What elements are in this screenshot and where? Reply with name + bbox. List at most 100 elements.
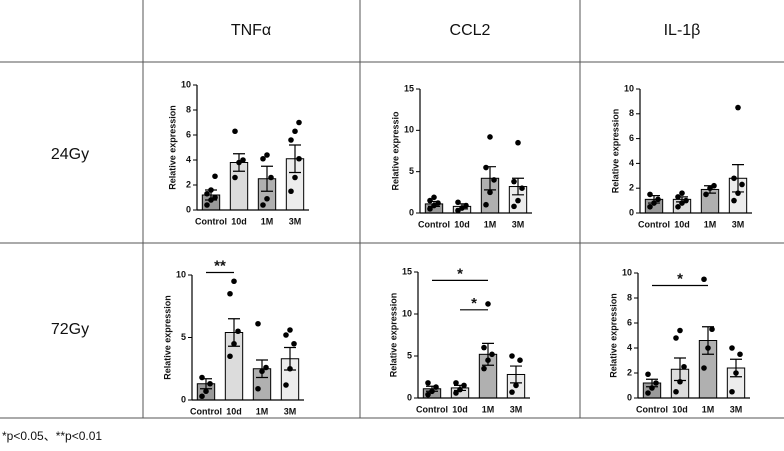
data-point — [509, 389, 515, 395]
y-tick-label: 8 — [186, 104, 191, 114]
y-axis-label: Relative expression — [388, 293, 398, 378]
data-point — [291, 340, 297, 347]
data-point — [463, 202, 469, 209]
data-point — [645, 390, 651, 396]
data-point — [453, 380, 459, 386]
y-tick-label: 10 — [404, 125, 414, 135]
x-tick-label: 10d — [672, 404, 688, 414]
data-point — [288, 188, 294, 195]
data-point — [199, 374, 205, 381]
data-point — [212, 173, 218, 180]
x-tick-label: 3M — [289, 216, 302, 226]
x-tick-label: 10d — [674, 219, 690, 229]
y-tick-label: 0 — [627, 392, 632, 402]
y-tick-label: 5 — [409, 166, 414, 176]
error-bar — [289, 144, 301, 174]
x-tick-label: 1M — [482, 404, 495, 414]
data-point — [425, 391, 431, 398]
data-point — [292, 128, 298, 135]
data-point — [427, 206, 433, 212]
data-point — [287, 327, 293, 333]
data-point — [204, 202, 210, 208]
data-point — [701, 365, 707, 371]
data-point — [433, 384, 439, 390]
error-bar — [261, 165, 273, 192]
data-point — [519, 185, 525, 191]
data-point — [457, 386, 463, 393]
row-header: 24Gy — [51, 146, 89, 163]
data-point — [711, 182, 717, 189]
y-tick-label: 8 — [627, 292, 632, 302]
data-point — [259, 368, 265, 375]
y-axis-label: Relative expressio — [390, 111, 400, 191]
data-point — [707, 185, 713, 191]
x-tick-label: 10d — [231, 216, 247, 226]
data-point — [491, 177, 497, 183]
data-point — [208, 187, 214, 193]
y-axis-label: Relative expression — [162, 295, 172, 380]
data-point — [283, 382, 289, 388]
data-point — [235, 328, 241, 335]
data-point — [647, 191, 653, 198]
data-point — [517, 357, 523, 364]
data-point — [481, 365, 487, 372]
data-point — [425, 380, 431, 386]
data-point — [737, 351, 743, 358]
y-tick-label: 0 — [407, 392, 412, 402]
data-point — [487, 134, 493, 140]
significance-label: * — [471, 295, 477, 312]
x-tick-label: 1M — [704, 219, 717, 229]
data-point — [515, 197, 521, 204]
x-tick-label: Control — [636, 404, 668, 414]
significance-label: ** — [214, 257, 226, 274]
data-point — [453, 390, 459, 396]
data-point — [232, 174, 238, 181]
data-point — [673, 335, 679, 341]
data-point — [679, 190, 685, 196]
data-point — [287, 365, 293, 372]
y-tick-label: 6 — [629, 133, 634, 143]
data-point — [485, 301, 491, 307]
data-point — [263, 364, 269, 371]
data-point — [455, 199, 461, 206]
data-point — [255, 320, 261, 327]
data-point — [739, 181, 745, 188]
y-tick-label: 5 — [181, 332, 186, 342]
x-tick-label: 1M — [484, 219, 497, 229]
x-tick-label: 10d — [226, 406, 242, 416]
x-tick-label: 3M — [732, 219, 745, 229]
data-point — [260, 202, 266, 208]
data-point — [653, 380, 659, 386]
significance-label: * — [677, 270, 683, 287]
data-point — [683, 197, 689, 204]
data-point — [204, 190, 210, 197]
data-point — [427, 197, 433, 204]
x-tick-label: 10d — [454, 219, 470, 229]
y-tick-label: 15 — [404, 83, 414, 93]
x-tick-label: 1M — [256, 406, 269, 416]
y-axis-label: Relative expression — [610, 109, 620, 194]
x-tick-label: Control — [638, 219, 670, 229]
x-tick-label: Control — [195, 216, 227, 226]
data-point — [435, 200, 441, 206]
y-tick-label: 2 — [627, 367, 632, 377]
data-point — [675, 194, 681, 200]
data-point — [283, 332, 289, 338]
y-axis-label: Relative expression — [167, 105, 177, 190]
data-point — [481, 344, 487, 351]
x-tick-label: Control — [190, 406, 222, 416]
data-point — [731, 175, 737, 182]
data-point — [649, 385, 655, 391]
data-point — [511, 178, 517, 185]
data-point — [735, 104, 741, 111]
y-axis-label: Relative expression — [608, 293, 618, 378]
data-point — [675, 204, 681, 210]
y-tick-label: 0 — [629, 207, 634, 217]
data-point — [264, 195, 270, 202]
data-point — [431, 194, 437, 201]
data-point — [264, 152, 270, 158]
y-tick-label: 5 — [407, 350, 412, 360]
data-point — [292, 174, 298, 181]
data-point — [231, 278, 237, 285]
x-tick-label: Control — [418, 219, 450, 229]
